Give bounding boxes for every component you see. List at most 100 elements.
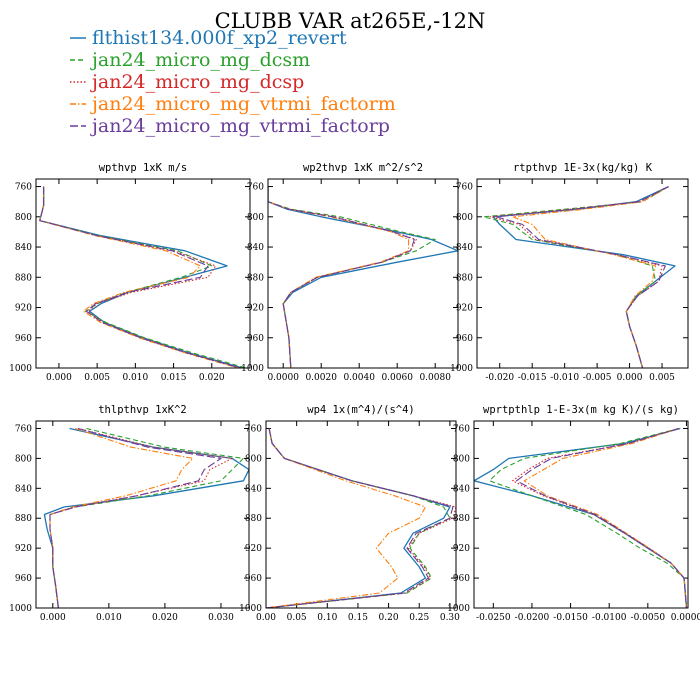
x-tick-label: -0.0250 <box>476 613 511 623</box>
x-tick-label: 0.00 <box>256 613 276 623</box>
y-tick-label: 960 <box>453 574 470 584</box>
x-tick-label: 0.20 <box>379 613 399 623</box>
y-tick-label: 840 <box>245 484 262 494</box>
x-tick-label: 0.15 <box>348 613 368 623</box>
panel-title: rtpthvp 1E-3x(kg/kg) K <box>513 162 653 174</box>
series-line-2 <box>49 427 233 608</box>
x-tick-label: 0.020 <box>152 613 178 623</box>
x-tick-label: 0.05 <box>287 613 307 623</box>
y-tick-label: 840 <box>247 243 264 253</box>
y-tick-label: 880 <box>247 273 264 283</box>
series-line-1 <box>488 427 688 608</box>
legend-label: jan24_micro_mg_vtrmi_factorp <box>90 115 390 137</box>
series-line-3 <box>512 186 669 368</box>
panel-rtpthvp: rtpthvp 1E-3x(kg/kg) K 760 800 840 880 920 960… <box>450 162 689 383</box>
x-tick-label: 0.0080 <box>419 373 451 383</box>
y-tick-label: 880 <box>15 514 32 524</box>
series-line-2 <box>39 186 241 368</box>
panel-title: wpthvp 1xK m/s <box>99 162 188 174</box>
y-tick-label: 800 <box>247 213 264 223</box>
x-tick-label: -0.010 <box>550 373 579 383</box>
x-tick-label: 0.020 <box>199 373 225 383</box>
series-line-1 <box>266 428 451 608</box>
y-tick-label: 920 <box>453 544 470 554</box>
series-group <box>268 186 458 368</box>
y-tick-label: 880 <box>245 514 262 524</box>
y-tick-label: 880 <box>453 514 470 524</box>
x-tick-label: 0.0000 <box>267 373 299 383</box>
plot-frame <box>267 178 459 369</box>
x-tick-label: 0.0060 <box>381 373 413 383</box>
y-tick-label: 800 <box>245 454 262 464</box>
y-tick-label: 920 <box>456 304 473 314</box>
y-tick-label: 1000 <box>9 604 32 614</box>
series-group <box>474 427 688 608</box>
y-tick-label: 800 <box>15 454 32 464</box>
series-line-4 <box>39 186 241 368</box>
series-line-3 <box>523 427 688 608</box>
series-line-2 <box>268 186 417 368</box>
x-tick-label: 0.000 <box>617 373 643 383</box>
series-line-0 <box>268 186 458 368</box>
panel-wp4: wp4 1x(m^4)/(s^4)76080084088092096010000… <box>239 404 460 623</box>
x-tick-label: -0.005 <box>583 373 612 383</box>
x-tick-label: 0.010 <box>96 613 122 623</box>
y-tick-label: 840 <box>15 484 32 494</box>
series-line-1 <box>39 186 247 368</box>
series-line-3 <box>49 427 194 608</box>
x-tick-label: 0.0020 <box>305 373 337 383</box>
panel-title: wprtpthlp 1-E-3x(m kg K)/(s kg) <box>483 404 679 416</box>
y-tick-label: 840 <box>15 243 32 253</box>
x-tick-label: 0.010 <box>122 373 148 383</box>
x-tick-label: -0.0100 <box>592 613 627 623</box>
series-line-4 <box>266 428 454 608</box>
chart-panels: wpthvp 1xK m/s76080084088092096010000.00… <box>9 162 700 623</box>
panel-wprtpthlp: wprtpthlp 1-E-3x(m kg K)/(s kg) 760 800 840… <box>447 404 700 623</box>
figure-title: CLUBB VAR at265E,-12N <box>215 9 486 33</box>
x-tick-label: 0.015 <box>161 373 187 383</box>
panel-thlpthvp: thlpthvp 1xK^2 760 800 840 880 920 960 1000 0.00… <box>9 404 250 623</box>
panel-title: wp2thvp 1xK m^2/s^2 <box>303 162 423 174</box>
series-line-4 <box>49 427 222 608</box>
legend: flthist134.000f_xp2_revert jan24_micro_mg… <box>70 27 396 137</box>
series-group <box>482 186 676 368</box>
y-tick-label: 760 <box>15 183 32 193</box>
series-line-3 <box>39 186 239 368</box>
y-tick-label: 1000 <box>9 364 32 374</box>
y-tick-label: 800 <box>456 213 473 223</box>
series-group <box>266 428 456 608</box>
x-tick-label: -0.015 <box>518 373 547 383</box>
y-tick-label: 1000 <box>450 364 473 374</box>
panel-title: wp4 1x(m^4)/(s^4) <box>307 404 414 416</box>
series-line-0 <box>266 428 451 608</box>
y-tick-label: 1000 <box>241 364 264 374</box>
x-tick-label: 0.10 <box>317 613 337 623</box>
plot-frame <box>35 420 250 609</box>
series-line-4 <box>495 186 669 368</box>
y-tick-label: 920 <box>245 544 262 554</box>
series-line-4 <box>515 427 688 608</box>
x-tick-label: 0.005 <box>649 373 675 383</box>
y-tick-label: 800 <box>453 454 470 464</box>
y-tick-label: 1000 <box>239 604 262 614</box>
series-line-1 <box>482 186 669 368</box>
plot-frame <box>35 178 251 369</box>
series-line-0 <box>43 427 249 608</box>
y-tick-label: 760 <box>453 424 470 434</box>
panel-wp2thvp: wp2thvp 1xK m^2/s^2 760 800 840 880 920 960 100… <box>241 162 459 383</box>
y-tick-label: 840 <box>453 484 470 494</box>
y-tick-label: 960 <box>15 334 32 344</box>
plot-frame <box>265 420 457 609</box>
legend-label: jan24_micro_mg_dcsp <box>90 71 304 93</box>
series-group <box>43 427 249 608</box>
panel-title: thlpthvp 1xK^2 <box>98 404 187 416</box>
x-tick-label: 0.0040 <box>343 373 375 383</box>
x-tick-label: 0.000 <box>46 373 72 383</box>
y-tick-label: 840 <box>456 243 473 253</box>
y-tick-label: 960 <box>15 574 32 584</box>
legend-label: flthist134.000f_xp2_revert <box>92 27 347 49</box>
series-line-4 <box>268 186 415 368</box>
series-line-3 <box>268 186 410 368</box>
legend-label: jan24_micro_mg_vtrmi_factorm <box>90 93 396 115</box>
